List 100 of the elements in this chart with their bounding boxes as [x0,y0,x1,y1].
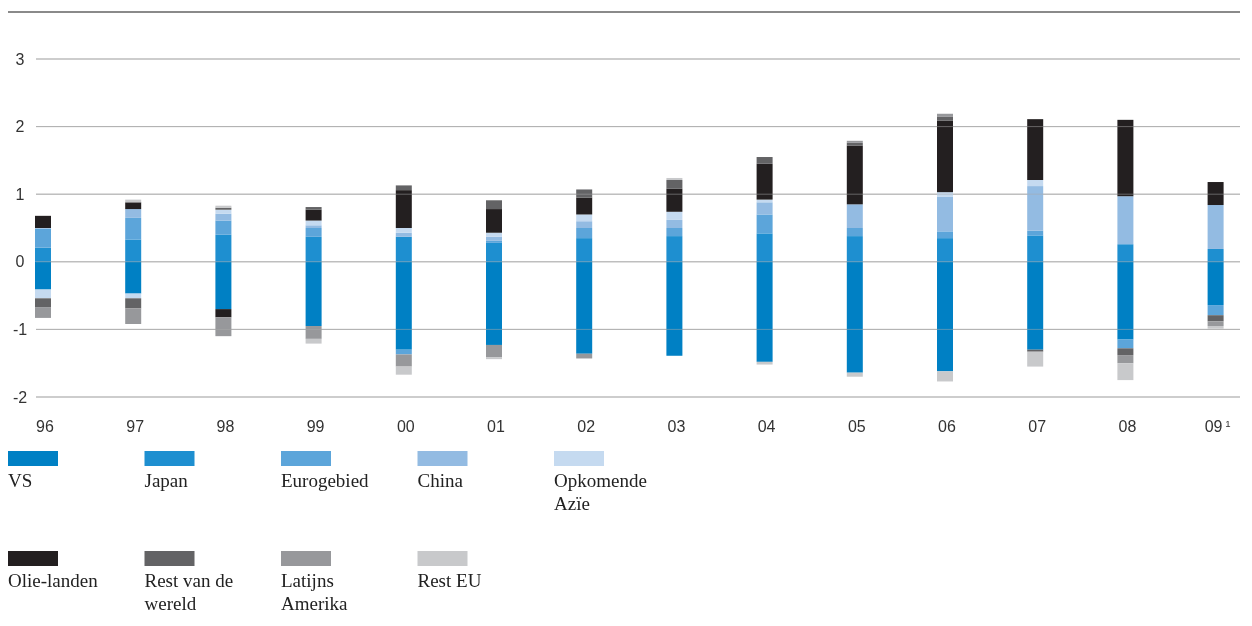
bar [937,120,953,193]
legend-label: Eurogebied [281,470,370,491]
bar [846,236,863,262]
bar [666,211,683,220]
bar [125,261,142,294]
bar [576,221,593,228]
bar [395,261,412,350]
bar [35,228,51,248]
bar [1207,182,1224,206]
y-tick-label: 1 [15,185,25,203]
x-tick-label: 01 [487,418,505,435]
bar [35,261,51,290]
bar [305,261,322,327]
bar [1207,321,1224,327]
bar [1027,261,1044,350]
y-tick-label: 3 [15,50,25,68]
x-tick-label: 09$^{1}$ [1204,417,1231,435]
bar [937,238,953,262]
bar [305,207,322,210]
bar [35,215,51,228]
bar [305,338,322,344]
bar [756,202,773,215]
bar [215,234,232,262]
bar [305,236,322,262]
bar [125,202,142,210]
bar [395,366,412,375]
bar [1027,180,1044,187]
bar [1027,186,1044,231]
y-tick-label: -2 [12,388,28,406]
bar [1207,326,1224,329]
x-tick-label: 96 [36,418,54,435]
x-tick-label: 04 [757,418,776,435]
bar [486,357,502,360]
bar [1117,339,1134,349]
bar [937,231,953,239]
bar [846,372,863,377]
bar [395,190,412,228]
bar [486,344,502,358]
bar [846,145,863,205]
bar [486,242,502,262]
bar [937,371,953,382]
x-tick-label: 00 [396,418,415,435]
bar [937,261,953,372]
bar [756,233,773,262]
bar [576,197,593,215]
bar [666,236,683,262]
bar [1117,244,1134,262]
bar [666,177,683,180]
bar [35,289,51,299]
bar [1207,248,1224,262]
bar [486,236,502,241]
bar [215,213,232,221]
legend-label: Latijns Amerika [281,570,349,614]
bar [1207,305,1224,316]
x-tick-label: 08 [1118,418,1137,435]
x-tick-label: 06 [938,418,956,435]
bar [1207,315,1224,322]
legend-label: Rest EU [417,570,482,591]
legend-label: VS [8,470,33,491]
x-tick-label: 99 [306,418,325,435]
legend-label: Olie-landen [8,570,99,591]
bar [756,163,773,200]
bar [395,354,412,367]
bar [1027,349,1044,352]
bar [846,228,863,237]
legend-label: Opkomende Azïe [554,470,647,514]
bar [756,157,773,164]
bar [215,209,232,214]
bar [486,261,502,345]
bar [395,236,412,262]
bar [125,298,142,309]
bar [576,214,593,222]
legend-label: China [417,470,464,491]
bar [756,261,773,362]
bar [1027,235,1044,262]
bar [666,180,683,189]
y-tick-label: 0 [15,253,25,271]
bar [486,200,502,210]
bar [125,308,142,324]
bar [215,309,232,318]
bar [486,240,502,243]
bar [937,196,953,232]
bar [666,228,683,237]
bar [305,209,322,221]
bar [215,220,232,235]
y-tick-label: -1 [12,321,28,338]
bar [846,204,863,228]
bar [35,247,51,262]
bar [1027,351,1044,367]
bar [1117,348,1134,356]
bar [305,225,322,228]
bar [937,116,953,121]
bar [1117,363,1134,381]
bar [576,238,593,262]
bar [486,209,502,233]
bar [1027,119,1044,180]
bar [125,217,142,240]
bar [35,307,51,318]
bar [215,317,232,337]
legend-label: Rest van de wereld [144,570,234,614]
